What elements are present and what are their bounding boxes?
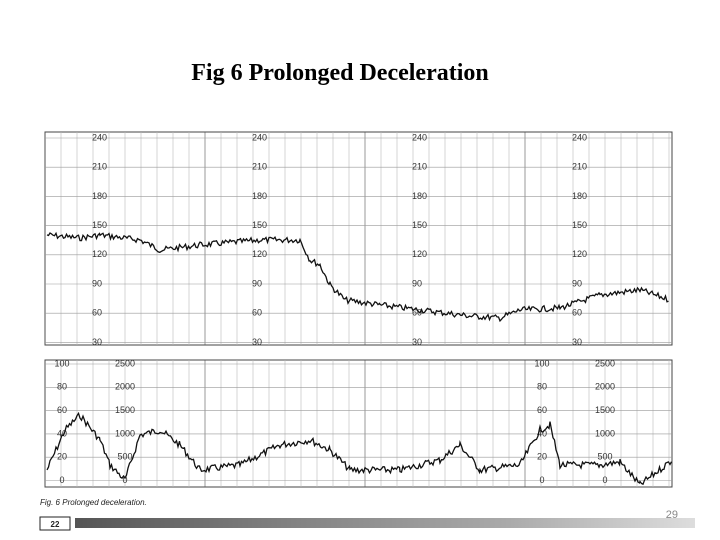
fhr-scale-label: 120 [412,249,427,259]
fhr-scale-label: 180 [252,191,267,201]
fhr-scale-label: 180 [412,191,427,201]
figure-caption: Fig. 6 Prolonged deceleration. [40,498,147,507]
fhr-scale-label: 90 [412,278,422,288]
fhr-scale-label: 120 [572,249,587,259]
scan-strip [75,518,695,528]
fhr-scale-label: 150 [252,220,267,230]
fhr-scale-label: 30 [412,337,422,347]
pressure-scale-label: 1000 [115,428,135,438]
fhr-trace [46,231,669,323]
slide-title: Fig 6 Prolonged Deceleration [191,60,489,86]
ua-strip [44,359,673,488]
pressure-scale-label: 1500 [595,405,615,415]
ua-scale-label: 80 [57,382,67,392]
ua-scale-label: 0 [59,475,64,485]
ua-scale-label: 20 [57,452,67,462]
fhr-scale-label: 210 [252,162,267,172]
pressure-scale-label: 1500 [115,405,135,415]
fhr-scale-label: 60 [92,308,102,318]
fhr-scale-label: 30 [252,337,262,347]
fhr-scale-label: 240 [92,132,107,142]
ua-scale-label: 80 [537,382,547,392]
fhr-scale-label: 60 [572,308,582,318]
fhr-scale-label: 210 [572,162,587,172]
fhr-scale-label: 120 [92,249,107,259]
fhr-scale-label: 120 [252,249,267,259]
pressure-scale-label: 2000 [115,382,135,392]
ua-scale-label: 100 [54,358,69,368]
pressure-scale-label: 500 [117,452,132,462]
pressure-scale-label: 2500 [115,358,135,368]
fhr-scale-label: 180 [92,191,107,201]
fhr-scale-label: 240 [252,132,267,142]
ua-scale-label: 20 [537,452,547,462]
fhr-scale-label: 90 [92,278,102,288]
pressure-scale-label: 0 [602,475,607,485]
figure-number: 22 [51,520,60,529]
fhr-scale-label: 150 [572,220,587,230]
ctg-figure: 240 210 180 150 120 90 60 30 240 210 180 150 120 90 60… [44,131,673,488]
fhr-scale-label: 60 [412,308,422,318]
ua-scale-label: 60 [57,405,67,415]
fhr-scale-label: 30 [92,337,102,347]
fhr-scale-label: 240 [412,132,427,142]
ua-scale-label: 60 [537,405,547,415]
pressure-scale-label: 0 [122,475,127,485]
page-number: 29 [666,509,678,521]
pressure-scale-label: 1000 [595,428,615,438]
fhr-scale-label: 30 [572,337,582,347]
fhr-scale-label: 90 [572,278,582,288]
fhr-scale-label: 240 [572,132,587,142]
pressure-scale-label: 2500 [595,358,615,368]
figure-number-box [39,516,71,531]
fhr-scale-label: 210 [92,162,107,172]
pressure-scale-label: 2000 [595,382,615,392]
fhr-scale-label: 60 [252,308,262,318]
fhr-scale-label: 180 [572,191,587,201]
ua-trace [46,411,673,486]
ua-scale-label: 0 [539,475,544,485]
fhr-scale-label: 150 [92,220,107,230]
fhr-scale-label: 210 [412,162,427,172]
ua-scale-label: 40 [537,428,547,438]
pressure-scale-label: 500 [597,452,612,462]
fhr-scale-label: 150 [412,220,427,230]
ua-scale-label: 100 [534,358,549,368]
ua-scale-label: 40 [57,428,67,438]
fhr-scale-label: 90 [252,278,262,288]
